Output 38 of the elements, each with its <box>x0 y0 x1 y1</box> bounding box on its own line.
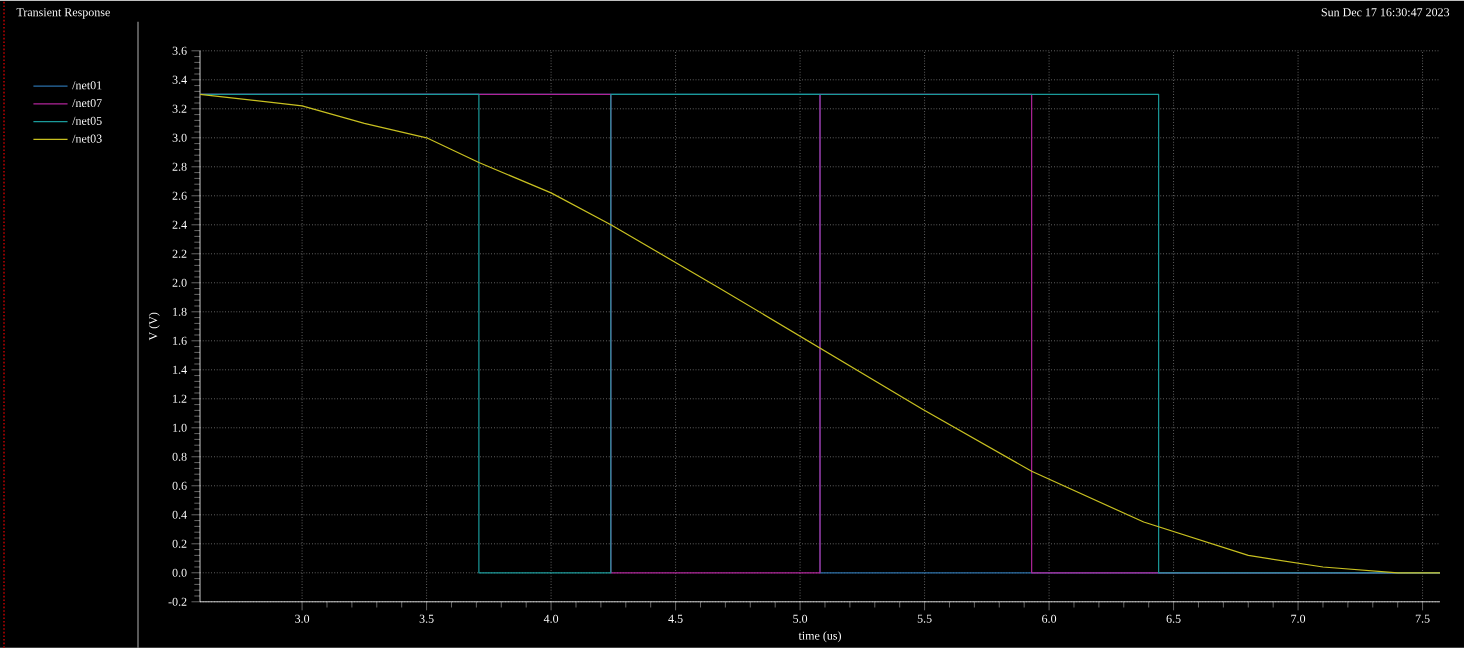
x-tick-label: 6.5 <box>1166 614 1181 624</box>
x-tick-label: 3.0 <box>295 614 310 624</box>
y-tick-label: 1.2 <box>173 394 187 404</box>
y-tick-label: 0.8 <box>172 452 187 462</box>
x-tick-label: 4.0 <box>543 614 559 624</box>
y-tick-label: 2.2 <box>172 249 187 259</box>
x-tick-label: 6.0 <box>1042 614 1057 624</box>
y-tick-label: 2.0 <box>172 278 187 288</box>
x-axis-title: time (us) <box>798 631 841 643</box>
x-tick-label: 5.5 <box>917 614 932 623</box>
x-tick-label: 4.5 <box>668 614 683 623</box>
legend-label: /net07 <box>72 99 102 108</box>
legend-label: /net03 <box>72 134 102 143</box>
y-tick-label: 3.0 <box>172 133 187 143</box>
y-tick-label: 2.6 <box>172 191 187 201</box>
x-tick-label: 5.0 <box>793 614 808 624</box>
y-tick-label: -0.2 <box>168 597 187 607</box>
y-tick-label: 0.4 <box>172 510 187 520</box>
y-tick-label: 3.6 <box>172 46 187 56</box>
y-tick-label: 2.4 <box>172 220 187 230</box>
text: Sun Dec 17 16:30:47 2023 <box>1321 8 1450 17</box>
y-tick-label: 0.6 <box>172 481 187 491</box>
x-tick-label: 7.5 <box>1415 614 1430 623</box>
y-axis-title: V (V) <box>148 312 160 341</box>
y-tick-label: 1.4 <box>173 365 187 375</box>
y-tick-label: 3.2 <box>172 104 187 114</box>
y-tick-label: 2.8 <box>172 162 187 172</box>
y-tick-label: 0.2 <box>172 539 187 549</box>
y-tick-label: 1.8 <box>173 307 187 317</box>
y-tick-label: 3.4 <box>172 75 187 85</box>
text: Transient Response <box>16 8 110 19</box>
legend-label: /net01 <box>72 81 102 90</box>
legend-label: /net05 <box>72 116 102 126</box>
y-tick-label: 0.0 <box>172 568 187 578</box>
y-tick-label: 1.6 <box>173 336 187 346</box>
y-tick-label: 1.0 <box>173 423 187 433</box>
x-tick-label: 7.0 <box>1291 614 1306 624</box>
x-tick-label: 3.5 <box>419 614 434 624</box>
